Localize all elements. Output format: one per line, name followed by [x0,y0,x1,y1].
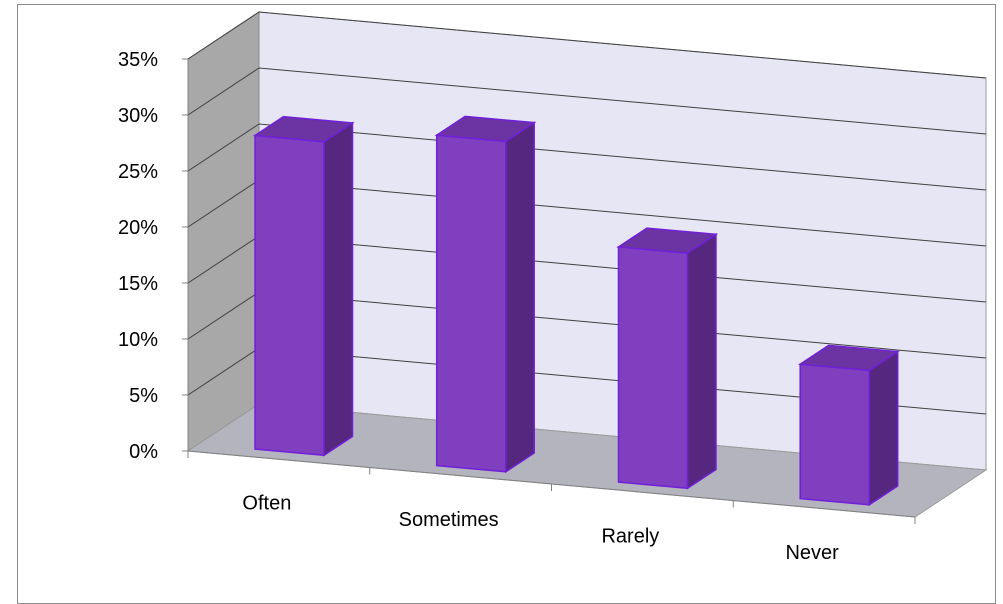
x-axis-tick-labels: Often Sometimes Rarely Never [242,492,839,564]
y-tick-label: 10% [118,329,158,351]
y-tick-label: 0% [129,441,158,463]
axes [182,58,916,524]
x-tick-label: Often [242,492,291,514]
bar [252,115,355,457]
bar-side-face [868,350,899,507]
x-tick-label: Never [785,542,839,564]
bar [616,227,719,490]
x-tick-label: Rarely [601,525,659,547]
bar-top-face [798,344,900,372]
bars [252,115,900,507]
y-tick-label: 30% [118,105,158,127]
bar-front-face [617,246,689,490]
bar-side-face [323,121,354,457]
gridline [187,67,987,135]
bar-top-face [434,115,537,143]
bar-top-face [616,227,719,254]
x-tick-label: Sometimes [399,509,499,531]
y-axis-tick-labels: 0% 5% 10% 15% 20% 25% 30% 35% [118,49,158,463]
y-tick-label: 5% [129,385,158,407]
gridline [187,123,987,191]
bar [434,115,537,474]
bar-side-face [686,232,717,490]
y-tick-label: 35% [118,49,158,71]
bar [798,344,900,507]
bar-front-face [799,363,871,506]
y-tick-label: 20% [118,217,158,239]
gridline [187,11,987,79]
bar-top-face [252,115,355,143]
y-tick-label: 25% [118,161,158,183]
bar-side-face [505,121,535,474]
bar-front-face [435,134,507,473]
bar-front-face [254,134,325,457]
side-wall [187,11,260,452]
y-tick-label: 15% [118,273,158,295]
